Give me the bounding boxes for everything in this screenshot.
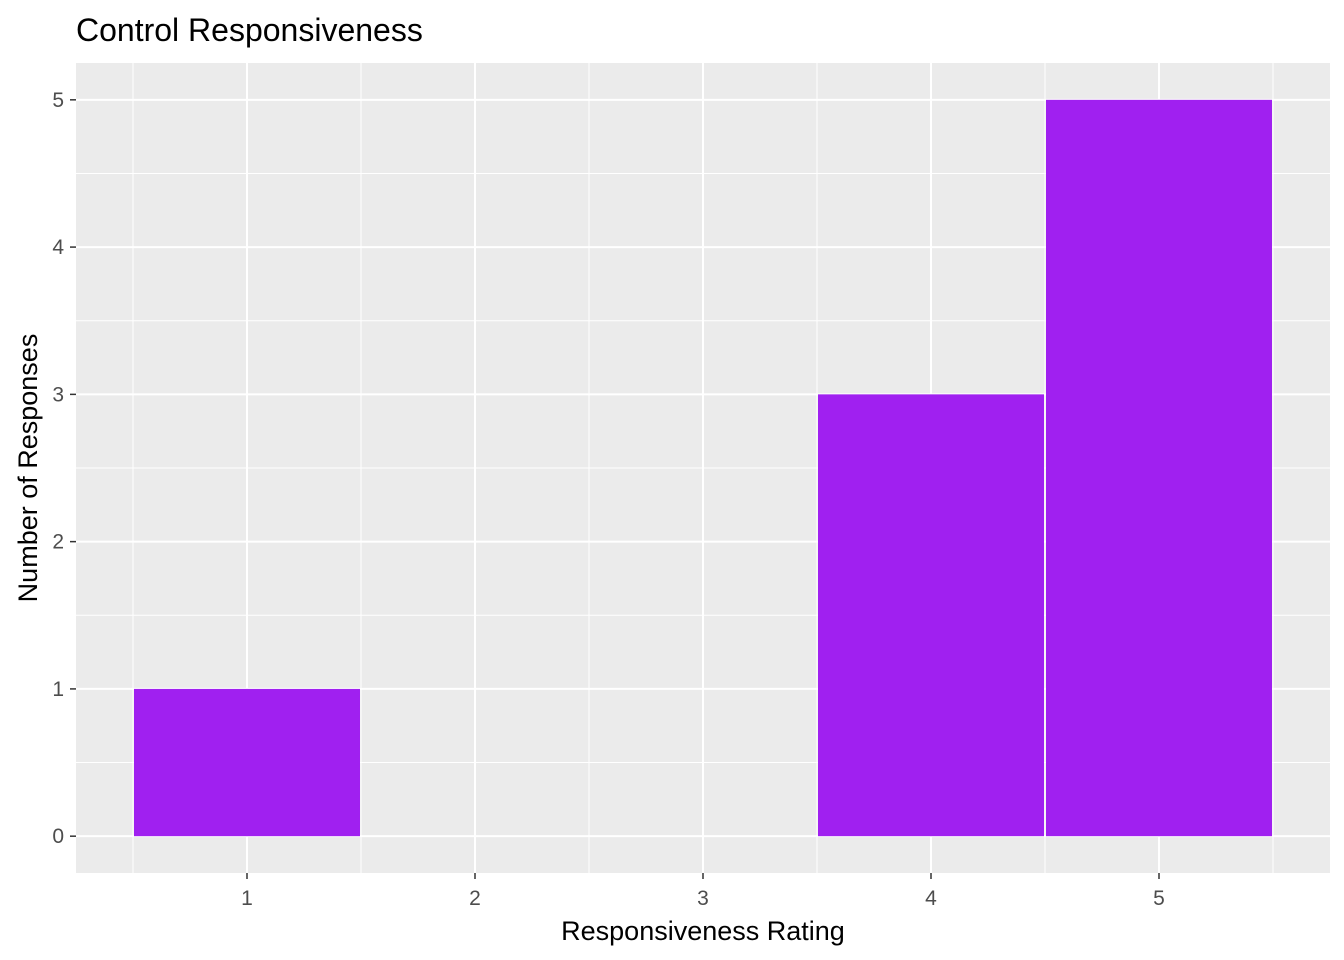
x-tick-label: 1 <box>241 887 253 910</box>
x-tick-label: 3 <box>697 887 709 910</box>
y-axis-title: Number of Responses <box>13 334 43 603</box>
y-tick-label: 4 <box>52 236 64 259</box>
x-tick-label: 2 <box>469 887 481 910</box>
x-axis-title: Responsiveness Rating <box>561 916 845 946</box>
y-axis: 0 1 2 3 4 5 <box>52 89 76 848</box>
bar <box>1046 99 1272 837</box>
y-tick-label: 5 <box>52 89 64 112</box>
chart-title: Control Responsiveness <box>76 12 423 48</box>
bars <box>134 99 1272 837</box>
y-tick-label: 1 <box>52 678 64 701</box>
x-axis: 1 2 3 4 5 <box>241 873 1165 910</box>
bar <box>134 688 360 837</box>
y-tick-label: 0 <box>52 825 64 848</box>
x-tick-label: 4 <box>925 887 937 910</box>
y-tick-label: 3 <box>52 383 64 406</box>
y-tick-label: 2 <box>52 531 64 554</box>
x-tick-label: 5 <box>1153 887 1165 910</box>
bar <box>818 394 1044 837</box>
